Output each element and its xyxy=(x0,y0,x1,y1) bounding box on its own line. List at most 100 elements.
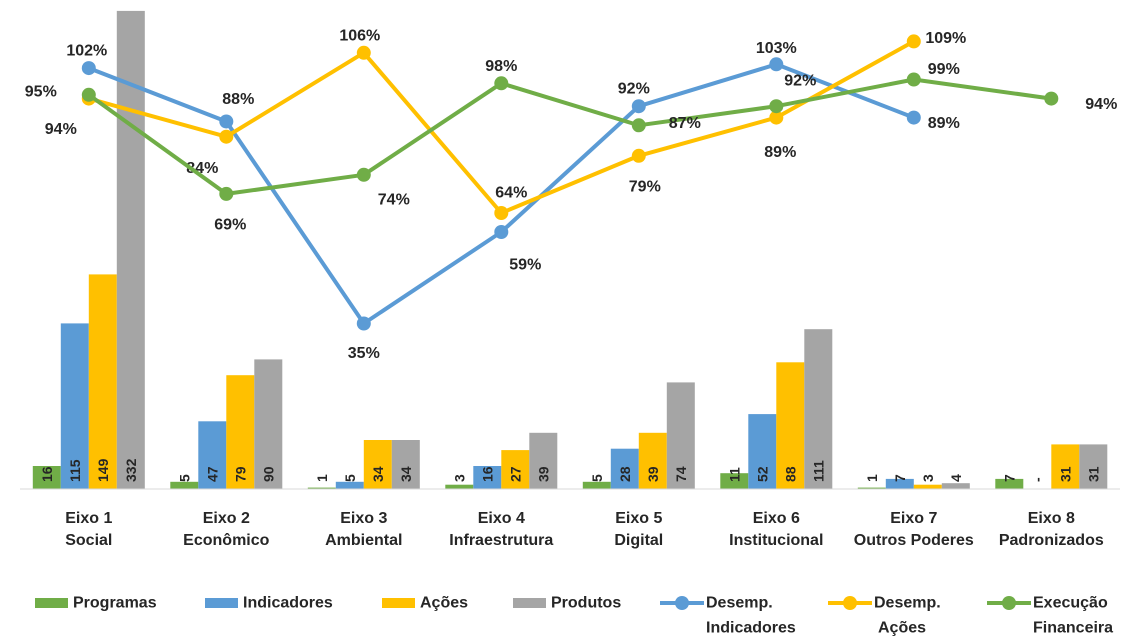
legend-label-desemp-indicadores-2: Indicadores xyxy=(706,620,796,637)
x-tick-label-3-1: Eixo 3 xyxy=(340,510,387,527)
bar-label-programas-4: 3 xyxy=(451,474,467,482)
legend-marker-execucao-financeira xyxy=(1002,596,1016,610)
bar-label-indicadores-8: - xyxy=(1029,477,1045,482)
x-tick-label-6-2: Institucional xyxy=(729,532,823,549)
bar-programas-8 xyxy=(995,478,1024,489)
point-label-execucao-financeira-8: 94% xyxy=(1085,96,1117,113)
bar-acoes-8 xyxy=(1051,444,1080,489)
bar-produtos-5 xyxy=(666,382,695,489)
legend-marker-desemp-indicadores xyxy=(675,596,689,610)
bar-label-programas-7: 1 xyxy=(864,474,880,482)
bar-programas-3 xyxy=(307,487,336,489)
point-label-desemp-acoes-4: 64% xyxy=(495,185,527,202)
bar-programas-6 xyxy=(720,473,749,489)
bar-label-produtos-2: 90 xyxy=(260,466,276,482)
point-label-desemp-indicadores-4: 59% xyxy=(509,257,541,274)
bar-indicadores-5 xyxy=(610,448,639,489)
bar-indicadores-1 xyxy=(60,323,89,489)
x-tick-label-1-1: Eixo 1 xyxy=(65,510,112,527)
point-desemp-acoes-5 xyxy=(631,148,646,163)
x-tick-label-5-2: Digital xyxy=(614,532,663,549)
point-desemp-indicadores-1 xyxy=(81,61,96,76)
bar-label-programas-2: 5 xyxy=(176,474,192,482)
bar-label-produtos-7: 4 xyxy=(948,474,964,482)
x-tick-label-2-2: Econômico xyxy=(183,532,269,549)
bar-programas-5 xyxy=(582,481,611,489)
point-label-desemp-acoes-1: 94% xyxy=(45,121,77,138)
bar-indicadores-3 xyxy=(335,481,364,489)
point-label-desemp-indicadores-2: 88% xyxy=(222,91,254,108)
point-label-desemp-indicadores-6: 103% xyxy=(756,40,797,57)
legend-label-desemp-acoes-2: Ações xyxy=(878,620,926,637)
bar-produtos-4 xyxy=(529,432,558,489)
point-execucao-financeira-8 xyxy=(1044,91,1059,106)
point-execucao-financeira-6 xyxy=(769,99,784,114)
legend-label-acoes: Ações xyxy=(420,595,468,612)
bar-label-acoes-1: 149 xyxy=(95,458,111,482)
bar-label-produtos-6: 111 xyxy=(810,460,826,482)
bar-label-acoes-6: 88 xyxy=(782,466,798,482)
bar-label-produtos-1: 332 xyxy=(123,458,139,482)
bar-label-indicadores-4: 16 xyxy=(479,466,495,482)
point-label-desemp-indicadores-1: 102% xyxy=(66,43,107,60)
bar-label-acoes-2: 79 xyxy=(232,466,248,482)
bar-label-acoes-7: 3 xyxy=(920,474,936,482)
point-label-desemp-indicadores-5: 92% xyxy=(618,81,650,98)
bar-label-indicadores-2: 47 xyxy=(204,466,220,482)
bar-label-acoes-3: 34 xyxy=(370,466,386,482)
x-tick-label-7-2: Outros Poderes xyxy=(854,532,974,549)
legend-label-desemp-indicadores-1: Desemp. xyxy=(706,595,773,612)
legend-swatch-produtos xyxy=(513,598,546,608)
legend-swatch-programas xyxy=(35,598,68,608)
point-label-desemp-indicadores-3: 35% xyxy=(348,345,380,362)
x-axis-ticks: Eixo 1 Social Eixo 2 Econômico Eixo 3 Ambient… xyxy=(65,510,1104,549)
point-label-execucao-financeira-3: 74% xyxy=(378,191,410,208)
legend-label-programas: Programas xyxy=(73,595,157,612)
x-tick-label-3-2: Ambiental xyxy=(325,532,402,549)
point-execucao-financeira-7 xyxy=(906,72,921,87)
point-label-execucao-financeira-5: 87% xyxy=(669,115,701,132)
x-tick-label-2-1: Eixo 2 xyxy=(203,510,250,527)
point-label-execucao-financeira-4: 98% xyxy=(485,58,517,75)
point-label-desemp-acoes-7: 109% xyxy=(925,30,966,47)
legend: Programas Indicadores Ações Produtos Desemp.… xyxy=(35,595,1113,637)
bar-label-indicadores-5: 28 xyxy=(617,466,633,482)
point-label-execucao-financeira-1: 95% xyxy=(25,83,57,100)
point-desemp-acoes-7 xyxy=(906,34,921,49)
x-tick-label-8-1: Eixo 8 xyxy=(1028,510,1075,527)
point-desemp-indicadores-6 xyxy=(769,57,784,72)
point-desemp-indicadores-2 xyxy=(219,114,234,129)
bar-label-programas-8: 7 xyxy=(1001,474,1017,482)
legend-label-indicadores: Indicadores xyxy=(243,595,333,612)
bar-programas-1 xyxy=(32,466,61,489)
x-tick-label-1-2: Social xyxy=(65,532,112,549)
bar-acoes-6 xyxy=(776,362,805,489)
bar-label-indicadores-7: 7 xyxy=(892,474,908,482)
bar-produtos-3 xyxy=(391,440,420,489)
legend-label-produtos: Produtos xyxy=(551,595,621,612)
bar-label-produtos-8: 31 xyxy=(1085,466,1101,482)
point-label-execucao-financeira-6: 92% xyxy=(784,73,816,90)
bar-programas-2 xyxy=(170,481,199,489)
point-label-execucao-financeira-7: 99% xyxy=(928,61,960,78)
bar-produtos-8 xyxy=(1079,444,1108,489)
bar-label-acoes-8: 31 xyxy=(1057,466,1073,482)
bar-label-programas-6: 11 xyxy=(726,467,742,482)
point-label-desemp-acoes-6: 89% xyxy=(764,144,796,161)
point-execucao-financeira-4 xyxy=(494,76,509,91)
bar-label-produtos-5: 74 xyxy=(673,466,689,482)
bar-produtos-2 xyxy=(254,359,283,489)
bar-produtos-1 xyxy=(116,10,145,490)
bar-label-programas-1: 16 xyxy=(39,466,55,482)
legend-swatch-acoes xyxy=(382,598,415,608)
bar-programas-7 xyxy=(857,487,886,489)
point-execucao-financeira-5 xyxy=(631,118,646,133)
lines-layer: 102%88%35%59%92%103%89%94%84%106%64% 79%8… xyxy=(25,27,1118,362)
bar-label-produtos-4: 39 xyxy=(535,466,551,482)
bar-produtos-6 xyxy=(804,329,833,489)
x-tick-label-4-2: Infraestrutura xyxy=(449,532,553,549)
point-desemp-acoes-4 xyxy=(494,206,509,220)
legend-swatch-indicadores xyxy=(205,598,238,608)
